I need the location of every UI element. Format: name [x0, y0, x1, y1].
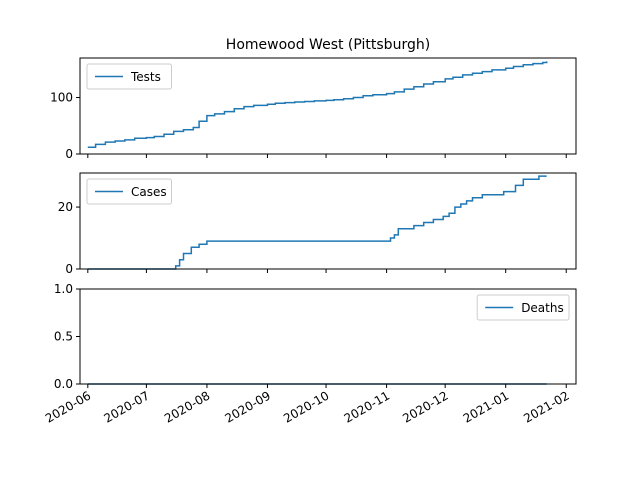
legend-deaths: Deaths — [476, 294, 570, 321]
chart-title: Homewood West (Pittsburgh) — [226, 37, 430, 53]
y-tick-label: 1.0 — [54, 282, 73, 296]
legend-box — [86, 178, 172, 205]
y-tick-label: 0 — [65, 262, 73, 276]
y-tick-label: 0.5 — [54, 330, 73, 344]
legend-box — [476, 294, 570, 321]
legend-tests: Tests — [86, 63, 172, 90]
y-tick-label: 0 — [65, 147, 73, 161]
series-line-tests — [87, 61, 548, 148]
y-tick-label: 100 — [50, 91, 73, 105]
panel-tests: 0 100 Tests — [50, 57, 577, 161]
legend-label: Cases — [131, 185, 167, 199]
axes-frame — [79, 172, 577, 270]
y-tick-label: 0.0 — [54, 377, 73, 391]
legend-box — [86, 63, 172, 90]
legend-label: Deaths — [521, 301, 564, 315]
y-tick-label: 20 — [58, 200, 73, 214]
series-line-cases — [87, 175, 547, 270]
axes-frame — [79, 57, 577, 155]
panel-cases: 0 20 Cases — [58, 172, 577, 276]
legend-label: Tests — [130, 70, 161, 84]
legend-cases: Cases — [86, 178, 172, 205]
